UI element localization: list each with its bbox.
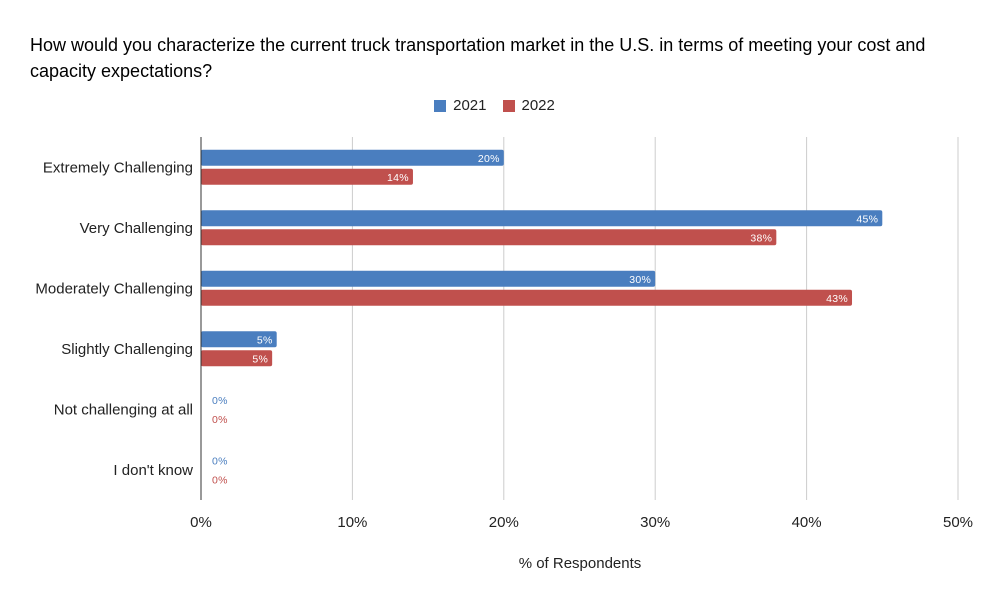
category-label: Not challenging at all — [54, 401, 193, 418]
category-label: Extremely Challenging — [43, 159, 193, 176]
legend-swatch-2022 — [502, 99, 515, 112]
x-tick-label: 40% — [792, 514, 822, 531]
bar-2022 — [201, 350, 273, 367]
data-label: 43% — [826, 293, 848, 305]
bar-2021 — [201, 331, 277, 348]
data-label: 38% — [750, 232, 772, 244]
x-tick-label: 0% — [190, 514, 212, 531]
legend-item-2021: 2021 — [434, 97, 487, 114]
data-label: 0% — [212, 455, 228, 467]
data-label: 20% — [478, 153, 500, 165]
bar-2021 — [201, 210, 883, 227]
legend-item-2022: 2022 — [502, 97, 555, 114]
bar-2022 — [201, 289, 853, 306]
bar-2022 — [201, 168, 413, 185]
data-label: 0% — [212, 474, 228, 486]
category-label: Slightly Challenging — [61, 341, 193, 358]
legend-label-2021: 2021 — [453, 97, 487, 114]
data-label: 45% — [856, 213, 878, 225]
chart-title: How would you characterize the current t… — [30, 35, 926, 81]
bar-2021 — [201, 149, 504, 166]
category-label: Very Challenging — [80, 220, 193, 237]
x-tick-label: 20% — [489, 514, 519, 531]
x-tick-label: 10% — [337, 514, 367, 531]
x-axis-title: % of Respondents — [518, 555, 642, 572]
data-label: 0% — [212, 414, 228, 426]
bar-2021 — [201, 270, 656, 287]
legend-label-2022: 2022 — [521, 97, 555, 114]
data-label: 5% — [252, 353, 268, 365]
category-label: I don't know — [113, 462, 193, 479]
data-label: 14% — [387, 172, 409, 184]
bar-2022 — [201, 229, 777, 246]
data-label: 5% — [257, 334, 273, 346]
x-tick-label: 50% — [943, 514, 973, 531]
data-label: 0% — [212, 395, 228, 407]
data-label: 30% — [629, 274, 651, 286]
legend-swatch-2021 — [434, 99, 447, 112]
legend: 2021 2022 — [0, 97, 989, 114]
category-label: Moderately Challenging — [35, 280, 193, 297]
x-tick-label: 30% — [640, 514, 670, 531]
